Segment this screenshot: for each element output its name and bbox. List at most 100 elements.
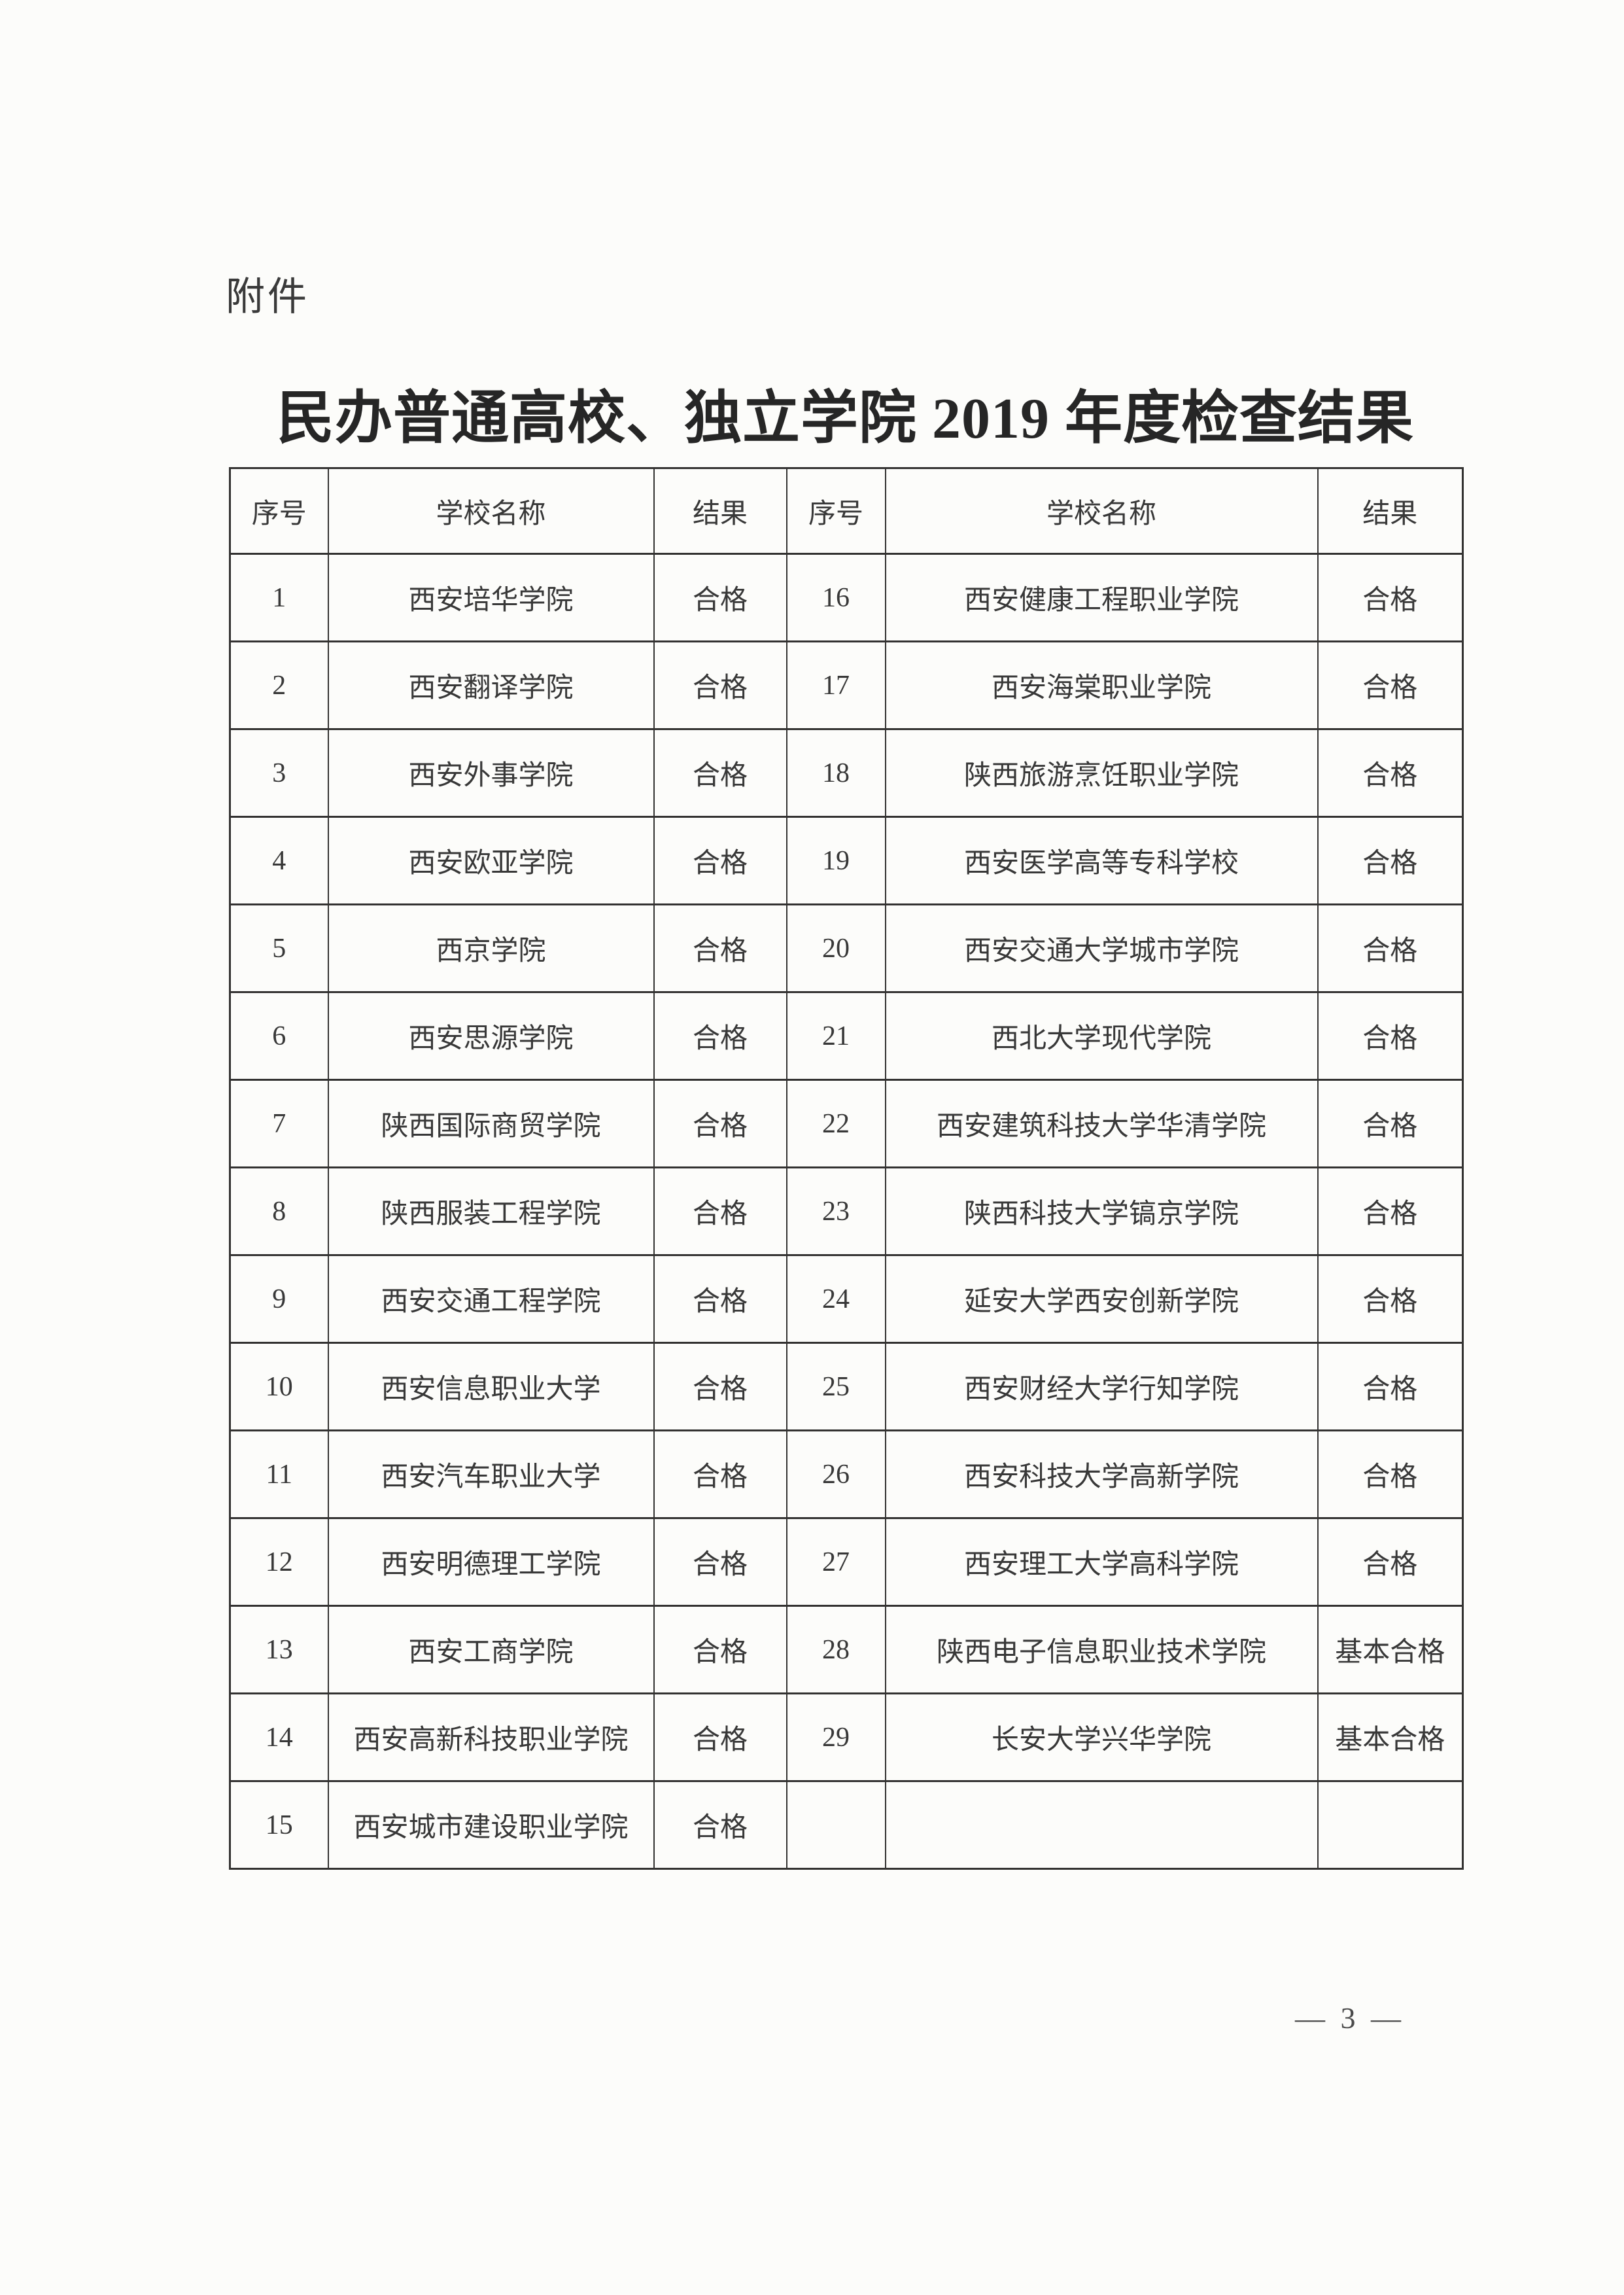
school-name-cell: 西安翻译学院: [327, 640, 655, 730]
school-name-cell: 西北大学现代学院: [884, 991, 1319, 1081]
school-name-cell: 西安健康工程职业学院: [884, 553, 1319, 642]
table-row: 8 陕西服装工程学院 合格 23 陕西科技大学镐京学院 合格: [229, 1166, 1464, 1256]
school-name-cell: 陕西国际商贸学院: [327, 1079, 655, 1168]
row-number-cell: 14: [229, 1692, 329, 1782]
school-name-cell: 西安欧亚学院: [327, 816, 655, 905]
result-cell: 合格: [653, 1517, 787, 1607]
result-cell: 合格: [653, 1079, 787, 1168]
row-number-cell: 19: [786, 816, 886, 905]
result-cell: 合格: [653, 903, 787, 993]
row-number-cell: 8: [229, 1166, 329, 1256]
results-table: 序号 学校名称 结果 序号 学校名称 结果 1 西安培华学院 合格 16 西安健康工程职…: [229, 467, 1464, 1870]
school-name-cell: [884, 1780, 1319, 1870]
result-cell: 合格: [1317, 728, 1464, 818]
result-cell: 合格: [653, 1429, 787, 1519]
result-cell: 合格: [653, 991, 787, 1081]
page-number: — 3 —: [1295, 2001, 1405, 2035]
row-number-cell: 17: [786, 640, 886, 730]
row-number-cell: [786, 1780, 886, 1870]
school-name-cell: 西安外事学院: [327, 728, 655, 818]
result-cell: 合格: [653, 1692, 787, 1782]
row-number-cell: 28: [786, 1605, 886, 1694]
result-cell: 合格: [1317, 1166, 1464, 1256]
row-number-cell: 2: [229, 640, 329, 730]
school-name-cell: 西安培华学院: [327, 553, 655, 642]
result-cell: 合格: [653, 816, 787, 905]
col-header-no-right: 序号: [786, 467, 886, 555]
table-row: 7 陕西国际商贸学院 合格 22 西安建筑科技大学华清学院 合格: [229, 1079, 1464, 1168]
result-cell: 合格: [1317, 640, 1464, 730]
table-row: 1 西安培华学院 合格 16 西安健康工程职业学院 合格: [229, 553, 1464, 642]
row-number-cell: 12: [229, 1517, 329, 1607]
row-number-cell: 21: [786, 991, 886, 1081]
school-name-cell: 西安汽车职业大学: [327, 1429, 655, 1519]
table-row: 6 西安思源学院 合格 21 西北大学现代学院 合格: [229, 991, 1464, 1081]
school-name-cell: 西安城市建设职业学院: [327, 1780, 655, 1870]
row-number-cell: 4: [229, 816, 329, 905]
table-row: 4 西安欧亚学院 合格 19 西安医学高等专科学校 合格: [229, 816, 1464, 905]
school-name-cell: 陕西旅游烹饪职业学院: [884, 728, 1319, 818]
school-name-cell: 延安大学西安创新学院: [884, 1254, 1319, 1344]
school-name-cell: 陕西科技大学镐京学院: [884, 1166, 1319, 1256]
table-row: 5 西京学院 合格 20 西安交通大学城市学院 合格: [229, 903, 1464, 993]
school-name-cell: 西安思源学院: [327, 991, 655, 1081]
result-cell: 合格: [1317, 903, 1464, 993]
row-number-cell: 29: [786, 1692, 886, 1782]
school-name-cell: 西安建筑科技大学华清学院: [884, 1079, 1319, 1168]
result-cell: 合格: [1317, 1342, 1464, 1431]
table-row: 15 西安城市建设职业学院 合格: [229, 1780, 1464, 1870]
row-number-cell: 10: [229, 1342, 329, 1431]
col-header-no-left: 序号: [229, 467, 329, 555]
result-cell: 合格: [1317, 991, 1464, 1081]
col-header-result-left: 结果: [653, 467, 787, 555]
result-cell: 合格: [653, 1254, 787, 1344]
row-number-cell: 13: [229, 1605, 329, 1694]
result-cell: 合格: [653, 640, 787, 730]
result-cell: 基本合格: [1317, 1605, 1464, 1694]
result-cell: 合格: [1317, 553, 1464, 642]
row-number-cell: 6: [229, 991, 329, 1081]
row-number-cell: 24: [786, 1254, 886, 1344]
result-cell: 合格: [1317, 1079, 1464, 1168]
row-number-cell: 1: [229, 553, 329, 642]
school-name-cell: 西安财经大学行知学院: [884, 1342, 1319, 1431]
row-number-cell: 3: [229, 728, 329, 818]
school-name-cell: 陕西服装工程学院: [327, 1166, 655, 1256]
result-cell: 合格: [653, 1342, 787, 1431]
school-name-cell: 西安高新科技职业学院: [327, 1692, 655, 1782]
attachment-label: 附件: [226, 275, 309, 319]
result-cell: 合格: [1317, 816, 1464, 905]
result-cell: 合格: [653, 553, 787, 642]
row-number-cell: 23: [786, 1166, 886, 1256]
col-header-school-right: 学校名称: [884, 467, 1319, 555]
school-name-cell: 西安科技大学高新学院: [884, 1429, 1319, 1519]
school-name-cell: 西安交通大学城市学院: [884, 903, 1319, 993]
table-row: 3 西安外事学院 合格 18 陕西旅游烹饪职业学院 合格: [229, 728, 1464, 818]
row-number-cell: 25: [786, 1342, 886, 1431]
result-cell: 合格: [653, 1166, 787, 1256]
result-cell: 合格: [653, 1780, 787, 1870]
result-cell: 合格: [653, 728, 787, 818]
row-number-cell: 9: [229, 1254, 329, 1344]
result-cell: 合格: [653, 1605, 787, 1694]
school-name-cell: 西安工商学院: [327, 1605, 655, 1694]
school-name-cell: 西安医学高等专科学校: [884, 816, 1319, 905]
row-number-cell: 26: [786, 1429, 886, 1519]
row-number-cell: 16: [786, 553, 886, 642]
row-number-cell: 22: [786, 1079, 886, 1168]
row-number-cell: 18: [786, 728, 886, 818]
row-number-cell: 7: [229, 1079, 329, 1168]
col-header-school-left: 学校名称: [327, 467, 655, 555]
table-row: 12 西安明德理工学院 合格 27 西安理工大学高科学院 合格: [229, 1517, 1464, 1607]
school-name-cell: 西安理工大学高科学院: [884, 1517, 1319, 1607]
row-number-cell: 5: [229, 903, 329, 993]
table-row: 13 西安工商学院 合格 28 陕西电子信息职业技术学院 基本合格: [229, 1605, 1464, 1694]
table-row: 14 西安高新科技职业学院 合格 29 长安大学兴华学院 基本合格: [229, 1692, 1464, 1782]
result-cell: 合格: [1317, 1429, 1464, 1519]
school-name-cell: 长安大学兴华学院: [884, 1692, 1319, 1782]
school-name-cell: 西安明德理工学院: [327, 1517, 655, 1607]
school-name-cell: 陕西电子信息职业技术学院: [884, 1605, 1319, 1694]
table-row: 11 西安汽车职业大学 合格 26 西安科技大学高新学院 合格: [229, 1429, 1464, 1519]
row-number-cell: 20: [786, 903, 886, 993]
result-cell: 合格: [1317, 1254, 1464, 1344]
